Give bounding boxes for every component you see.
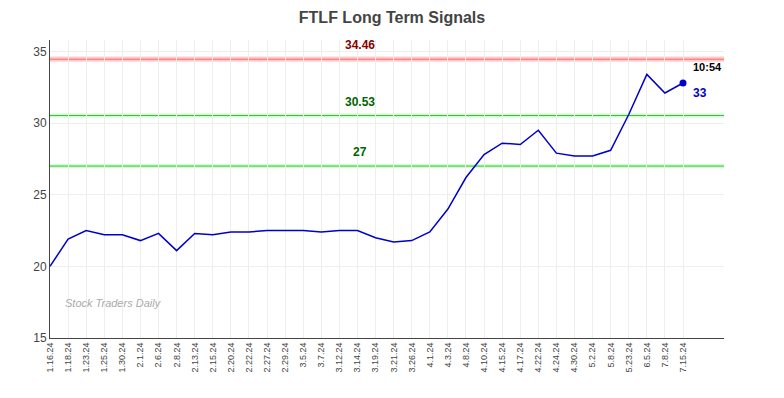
svg-text:4.24.24: 4.24.24 [551,343,561,373]
svg-text:2.8.24: 2.8.24 [172,343,182,368]
svg-text:35: 35 [33,45,47,59]
svg-text:2.1.24: 2.1.24 [135,343,145,368]
svg-text:1.25.24: 1.25.24 [99,343,109,373]
svg-text:FTLF Long Term Signals: FTLF Long Term Signals [299,9,485,26]
svg-text:4.1.24: 4.1.24 [425,343,435,368]
svg-text:2.15.24: 2.15.24 [208,343,218,373]
svg-text:5.2.24: 5.2.24 [587,343,597,368]
svg-text:30.53: 30.53 [345,95,375,109]
svg-text:3.19.24: 3.19.24 [370,343,380,373]
svg-text:3.26.24: 3.26.24 [407,343,417,373]
svg-text:5.8.24: 5.8.24 [606,343,616,368]
svg-text:2.22.24: 2.22.24 [244,343,254,373]
svg-text:4.22.24: 4.22.24 [533,343,543,373]
svg-text:4.15.24: 4.15.24 [497,343,507,373]
svg-text:5.23.24: 5.23.24 [624,343,634,373]
svg-text:1.18.24: 1.18.24 [63,343,73,373]
svg-text:3.14.24: 3.14.24 [352,343,362,373]
svg-text:7.8.24: 7.8.24 [660,343,670,368]
svg-text:2.6.24: 2.6.24 [153,343,163,368]
svg-text:25: 25 [33,188,47,202]
svg-text:4.30.24: 4.30.24 [569,343,579,373]
svg-text:3.12.24: 3.12.24 [334,343,344,373]
svg-text:4.10.24: 4.10.24 [479,343,489,373]
svg-text:2.20.24: 2.20.24 [226,343,236,373]
svg-text:3.5.24: 3.5.24 [298,343,308,368]
svg-text:34.46: 34.46 [345,38,375,52]
svg-text:Stock Traders Daily: Stock Traders Daily [65,297,162,309]
svg-text:33: 33 [693,86,707,100]
svg-text:27: 27 [353,145,367,159]
svg-text:2.13.24: 2.13.24 [190,343,200,373]
svg-text:2.29.24: 2.29.24 [280,343,290,373]
svg-text:1.30.24: 1.30.24 [117,343,127,373]
svg-text:10:54: 10:54 [693,61,722,73]
svg-text:3.7.24: 3.7.24 [316,343,326,368]
svg-text:7.15.24: 7.15.24 [678,343,688,373]
svg-text:1.23.24: 1.23.24 [81,343,91,373]
svg-text:4.8.24: 4.8.24 [461,343,471,368]
svg-text:1.16.24: 1.16.24 [45,343,55,373]
svg-text:2.27.24: 2.27.24 [262,343,272,373]
svg-text:20: 20 [33,260,47,274]
svg-text:30: 30 [33,116,47,130]
svg-text:15: 15 [33,331,47,345]
svg-text:4.3.24: 4.3.24 [443,343,453,368]
svg-text:3.21.24: 3.21.24 [389,343,399,373]
svg-text:6.5.24: 6.5.24 [642,343,652,368]
svg-text:4.17.24: 4.17.24 [515,343,525,373]
